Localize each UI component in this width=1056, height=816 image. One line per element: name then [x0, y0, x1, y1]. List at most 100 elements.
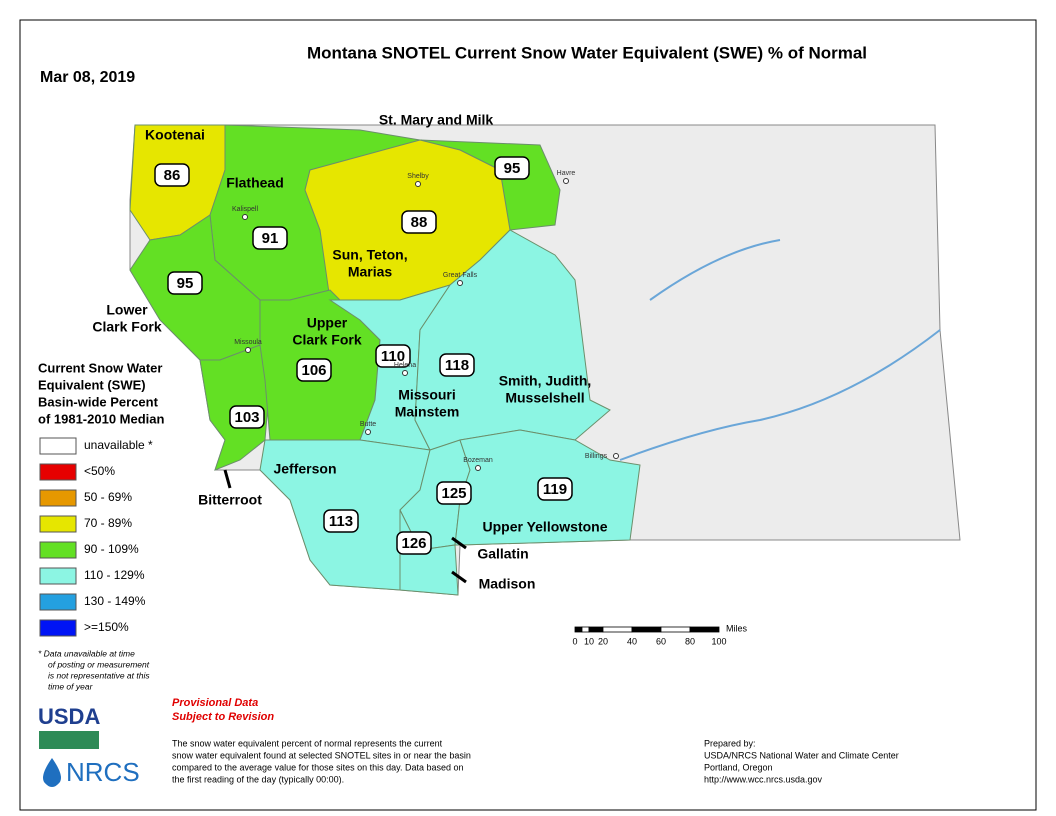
city-name: Billings: [585, 453, 608, 460]
basin-name: Lower: [106, 302, 148, 318]
nrcs-drop: [43, 758, 61, 787]
scale-segment: [581, 626, 590, 633]
basin-name: Bitterroot: [198, 492, 262, 508]
legend-label: 70 - 89%: [84, 516, 132, 530]
legend-label: unavailable *: [84, 438, 153, 452]
city-name: Butte: [360, 421, 376, 428]
legend-label: 130 - 149%: [84, 594, 146, 608]
nrcs-logo: NRCS: [66, 757, 140, 787]
basin-name: St. Mary and Milk: [379, 112, 494, 128]
scale-segment: [574, 626, 583, 633]
legend-label: 50 - 69%: [84, 490, 132, 504]
basin-name: Madison: [479, 576, 536, 592]
legend-swatch: [39, 489, 77, 507]
value-badge: [229, 405, 265, 429]
basin-name: Sun, Teton,: [332, 247, 407, 263]
footnote: is not representative at this: [48, 670, 150, 680]
city-name: Bozeman: [463, 457, 493, 464]
scale-segment: [631, 626, 662, 633]
basin-value: 110: [381, 348, 405, 365]
basin-value: 95: [177, 275, 194, 292]
value-badge: [296, 358, 332, 382]
basin-value: 119: [543, 481, 567, 498]
legend-swatch: [39, 619, 77, 637]
scale-tick: 20: [598, 636, 608, 646]
date: Mar 08, 2019: [40, 69, 135, 86]
basin-value: 95: [504, 160, 521, 177]
footnote: time of year: [48, 681, 94, 691]
scale-tick: 40: [627, 636, 637, 646]
legend-title: Basin-wide Percent: [38, 394, 159, 409]
legend-label: >=150%: [84, 620, 129, 634]
pointer: [223, 469, 232, 489]
city-name: Missoula: [234, 339, 262, 346]
value-badge: [401, 210, 437, 234]
basin-value: 91: [262, 230, 279, 247]
legend-title: Equivalent (SWE): [38, 377, 146, 392]
basin-value: 106: [301, 362, 326, 379]
basin-value: 86: [164, 167, 181, 184]
pointer: [451, 570, 467, 584]
description: the first reading of the day (typically …: [172, 774, 344, 784]
basin-value: 118: [445, 357, 469, 374]
basin-name: Kootenai: [145, 127, 205, 143]
scale-unit: Miles: [726, 623, 748, 633]
basin-name: Upper: [307, 315, 348, 331]
city-dot: [242, 214, 248, 220]
legend-swatch: [39, 463, 77, 481]
value-badge: [439, 353, 475, 377]
city-dot: [402, 370, 408, 376]
basin-name: Flathead: [226, 175, 284, 191]
basin-name: Upper Yellowstone: [483, 519, 608, 535]
provisional: Subject to Revision: [172, 711, 274, 723]
basin-name: Jefferson: [273, 461, 336, 477]
value-badge: [167, 271, 203, 295]
city-name: Kalispell: [232, 206, 259, 213]
scale-tick: 100: [711, 636, 726, 646]
city-dot: [613, 453, 619, 459]
value-badge: [436, 481, 472, 505]
legend-swatch: [39, 567, 77, 585]
basin-name: Clark Fork: [92, 319, 161, 335]
value-badge: [375, 344, 411, 368]
basin-value: 88: [411, 214, 428, 231]
basin-name: Clark Fork: [292, 332, 361, 348]
legend-swatch: [39, 593, 77, 611]
pointer: [451, 536, 467, 550]
footnote: of posting or measurement: [48, 659, 150, 669]
basin-name: Missouri: [398, 387, 456, 403]
scale-tick: 10: [584, 636, 594, 646]
description: compared to the average value for those …: [172, 762, 464, 772]
legend-swatch: [39, 515, 77, 533]
description: The snow water equivalent percent of nor…: [172, 738, 443, 748]
prepared-by: USDA/NRCS National Water and Climate Cen…: [704, 750, 899, 760]
legend-label: 90 - 109%: [84, 542, 139, 556]
city-name: Helena: [394, 362, 416, 369]
usda-bar: [39, 731, 99, 749]
description: snow water equivalent found at selected …: [172, 750, 471, 760]
scale-segment: [660, 626, 691, 633]
legend-title: of 1981-2010 Median: [38, 411, 165, 426]
river: [619, 239, 941, 461]
prepared-by: Prepared by:: [704, 738, 756, 748]
city-name: Shelby: [407, 173, 429, 180]
legend-label: 110 - 129%: [84, 568, 145, 582]
basin-name: Marias: [348, 264, 393, 280]
basin-value: 113: [329, 513, 353, 530]
city-dot: [365, 429, 371, 435]
city-name: Great Falls: [443, 272, 478, 279]
title: Montana SNOTEL Current Snow Water Equiva…: [307, 43, 867, 62]
prepared-by: Portland, Oregon: [704, 762, 773, 772]
scale-segment: [689, 626, 720, 633]
legend-title: Current Snow Water: [38, 360, 162, 375]
legend-swatch: [39, 437, 77, 455]
value-badge: [396, 531, 432, 555]
value-badge: [154, 163, 190, 187]
legend-swatch: [39, 541, 77, 559]
city-dot: [245, 347, 251, 353]
city-dot: [563, 178, 569, 184]
scale-tick: 80: [685, 636, 695, 646]
scale-tick: 60: [656, 636, 666, 646]
basin-value: 126: [401, 535, 426, 552]
